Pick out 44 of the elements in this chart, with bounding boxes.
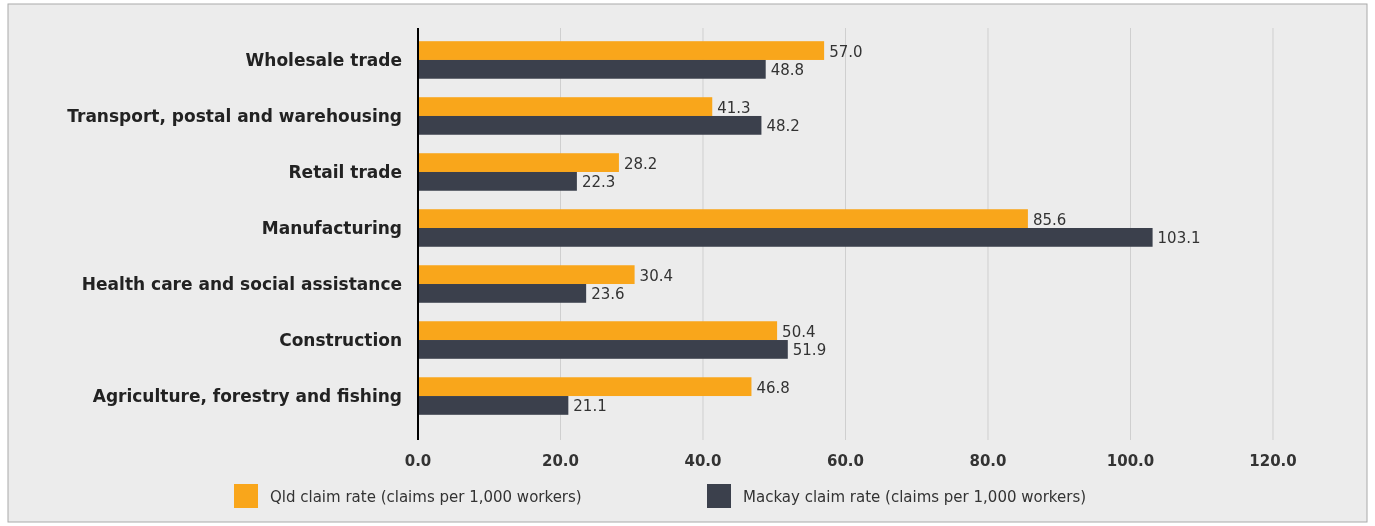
bar — [418, 59, 766, 79]
data-label: 103.1 — [1157, 229, 1201, 248]
data-label: 46.8 — [756, 378, 790, 397]
bar — [418, 265, 635, 285]
bar — [418, 209, 1028, 228]
data-label: 23.6 — [591, 285, 625, 304]
bar — [418, 115, 762, 135]
data-label: 57.0 — [829, 42, 863, 61]
bar — [418, 377, 752, 397]
bar — [418, 321, 778, 341]
x-tick-label: 120.0 — [1249, 452, 1297, 470]
legend-label: Mackay claim rate (claims per 1,000 workers) — [743, 488, 1087, 506]
bar — [418, 153, 619, 172]
data-label: 51.9 — [792, 341, 827, 360]
data-label: 30.4 — [639, 266, 674, 285]
data-label: 22.3 — [581, 173, 616, 192]
data-label: 85.6 — [1032, 210, 1067, 229]
data-label: 28.2 — [623, 154, 658, 173]
bar — [418, 340, 788, 359]
bar — [418, 171, 577, 191]
x-tick-label: 0.0 — [404, 452, 432, 470]
x-tick-label: 100.0 — [1106, 452, 1155, 470]
data-label: 48.8 — [770, 61, 805, 80]
bar — [418, 396, 569, 415]
x-tick-label: 60.0 — [826, 452, 865, 470]
bar — [418, 97, 713, 116]
x-tick-label: 80.0 — [969, 452, 1007, 470]
bar — [418, 228, 1153, 247]
bar — [418, 41, 825, 60]
y-tick-label: Manufacturing — [261, 218, 402, 238]
x-tick-label: 20.0 — [541, 452, 580, 470]
data-label: 50.4 — [782, 322, 816, 341]
x-tick-label: 40.0 — [684, 452, 722, 470]
y-tick-label: Health care and social assistance — [81, 274, 402, 295]
y-tick-label: Construction — [279, 330, 402, 351]
y-tick-label: Agriculture, forestry and fishing — [92, 386, 402, 407]
legend-label: Qld claim rate (claims per 1,000 workers) — [270, 488, 582, 506]
data-label: 48.2 — [766, 117, 800, 136]
y-tick-label: Transport, postal and warehousing — [67, 105, 402, 126]
data-label: 21.1 — [573, 397, 607, 416]
bar — [418, 284, 587, 303]
y-tick-label: Wholesale trade — [245, 49, 402, 70]
y-tick-label: Retail trade — [288, 161, 402, 182]
data-label: 41.3 — [717, 98, 751, 117]
